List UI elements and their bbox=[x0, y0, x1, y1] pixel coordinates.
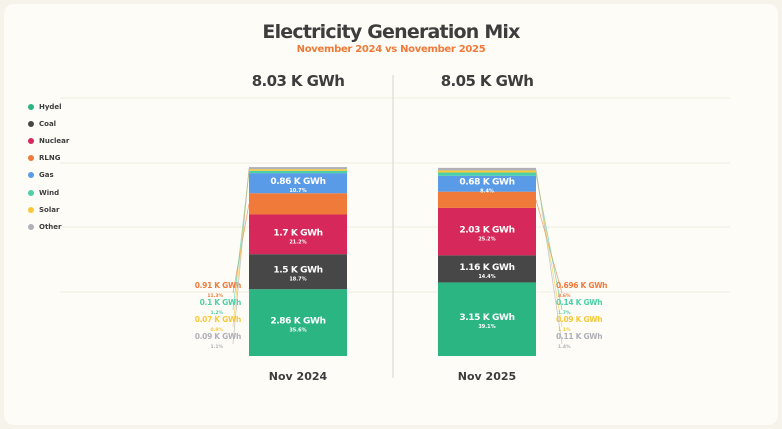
external-data-label: 0.91 K GWh bbox=[195, 281, 241, 290]
data-label: 2.86 K GWh bbox=[270, 317, 325, 327]
external-data-label: 0.14 K GWh bbox=[556, 298, 602, 307]
legend-dot-icon bbox=[28, 155, 34, 162]
legend-item-coal: Coal bbox=[28, 115, 69, 132]
bar-segment-solar-1 bbox=[438, 170, 536, 173]
legend-dot-icon bbox=[28, 103, 34, 110]
bar-segment-other-1 bbox=[438, 167, 536, 171]
legend-dot-icon bbox=[28, 137, 34, 144]
bar-segment-gas-0 bbox=[249, 173, 347, 194]
external-data-label: 0.1 K GWh bbox=[200, 298, 241, 307]
external-percent-label: 8.6% bbox=[558, 293, 571, 299]
legend-label: Solar bbox=[39, 205, 60, 214]
percent-label: 14.4% bbox=[478, 274, 495, 280]
bar-segment-solar-0 bbox=[249, 169, 347, 171]
chart-card bbox=[4, 4, 778, 425]
data-label: 1.7 K GWh bbox=[273, 228, 322, 238]
data-label: 1.5 K GWh bbox=[273, 266, 322, 276]
data-label: 0.86 K GWh bbox=[270, 177, 325, 187]
legend-label: Wind bbox=[39, 188, 60, 197]
legend-item-hydel: Hydel bbox=[28, 98, 69, 115]
legend-label: Nuclear bbox=[39, 136, 70, 145]
external-percent-label: 11.3% bbox=[207, 293, 223, 299]
legend-item-gas: Gas bbox=[28, 167, 69, 184]
external-percent-label: 1.1% bbox=[211, 344, 224, 350]
bar-segment-other-0 bbox=[249, 167, 347, 170]
data-label: 2.03 K GWh bbox=[459, 226, 514, 236]
legend-item-solar: Solar bbox=[28, 201, 69, 218]
category-label-nov-2024: Nov 2024 bbox=[268, 370, 328, 383]
bar-segment-wind-1 bbox=[438, 172, 536, 176]
bar-segment-rlng-1 bbox=[438, 191, 536, 208]
chart-title: Electricity Generation Mix bbox=[262, 21, 520, 43]
legend-label: Hydel bbox=[39, 102, 62, 111]
external-data-label: 0.696 K GWh bbox=[556, 281, 607, 290]
percent-label: 18.7% bbox=[289, 277, 306, 283]
bar-segment-rlng-0 bbox=[249, 193, 347, 215]
bar-segment-nuclear-1 bbox=[438, 207, 536, 256]
legend-dot-icon bbox=[28, 172, 34, 179]
chart-subtitle: November 2024 vs November 2025 bbox=[296, 44, 486, 55]
bar-segment-coal-0 bbox=[249, 254, 347, 290]
legend-dot-icon bbox=[28, 223, 34, 230]
percent-label: 39.1% bbox=[478, 324, 495, 330]
category-label-nov-2025: Nov 2025 bbox=[457, 370, 517, 383]
legend-label: Coal bbox=[39, 119, 57, 128]
leader-line bbox=[232, 168, 250, 345]
external-percent-label: 1.2% bbox=[211, 310, 224, 316]
bar-segment-hydel-0 bbox=[249, 289, 347, 356]
legend-item-nuclear: Nuclear bbox=[28, 132, 69, 149]
leader-line bbox=[535, 199, 563, 294]
data-label: 3.15 K GWh bbox=[459, 313, 514, 323]
total-nov-2025: 8.05 K GWh bbox=[440, 72, 534, 90]
legend-item-other: Other bbox=[28, 218, 69, 235]
legend-dot-icon bbox=[28, 206, 34, 213]
bar-segment-wind-0 bbox=[249, 170, 347, 174]
percent-label: 10.7% bbox=[289, 188, 306, 194]
external-percent-label: 1.7% bbox=[558, 310, 571, 316]
bar-segment-gas-1 bbox=[438, 175, 536, 192]
legend-item-wind: Wind bbox=[28, 184, 69, 201]
legend-item-rlng: RLNG bbox=[28, 150, 69, 167]
bar-segment-coal-1 bbox=[438, 255, 536, 283]
legend-label: Gas bbox=[39, 171, 54, 180]
legend: Hydel Coal Nuclear RLNG Gas Wind Solar Other bbox=[28, 98, 69, 236]
legend-dot-icon bbox=[28, 120, 34, 127]
external-percent-label: 0.9% bbox=[211, 327, 224, 333]
legend-label: RLNG bbox=[39, 154, 61, 163]
leader-line bbox=[535, 169, 563, 345]
percent-label: 8.4% bbox=[480, 189, 494, 195]
external-percent-label: 1.4% bbox=[558, 344, 571, 350]
percent-label: 21.2% bbox=[289, 239, 306, 245]
percent-label: 35.6% bbox=[289, 328, 306, 334]
percent-label: 25.2% bbox=[478, 237, 495, 243]
external-data-label: 0.07 K GWh bbox=[195, 315, 241, 324]
total-nov-2024: 8.03 K GWh bbox=[251, 72, 345, 90]
external-data-label: 0.09 K GWh bbox=[556, 315, 602, 324]
data-label: 0.68 K GWh bbox=[459, 178, 514, 188]
legend-label: Other bbox=[39, 222, 62, 231]
bar-segment-nuclear-0 bbox=[249, 214, 347, 255]
external-percent-label: 1.1% bbox=[558, 327, 571, 333]
data-label: 1.16 K GWh bbox=[459, 263, 514, 273]
legend-dot-icon bbox=[28, 189, 34, 196]
external-data-label: 0.09 K GWh bbox=[195, 332, 241, 341]
external-data-label: 0.11 K GWh bbox=[556, 332, 602, 341]
bar-segment-hydel-1 bbox=[438, 282, 536, 356]
